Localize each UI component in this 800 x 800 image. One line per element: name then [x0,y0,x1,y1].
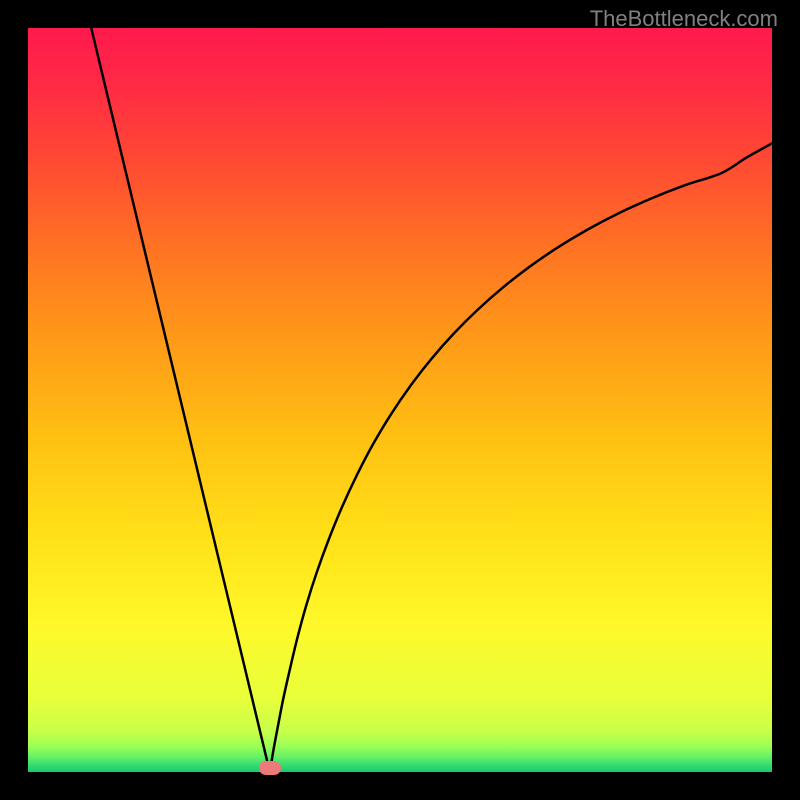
plot-area [28,28,772,772]
minimum-marker [259,761,281,775]
watermark-text: TheBottleneck.com [590,6,778,32]
chart-root: TheBottleneck.com [0,0,800,800]
gradient-background [28,28,772,772]
